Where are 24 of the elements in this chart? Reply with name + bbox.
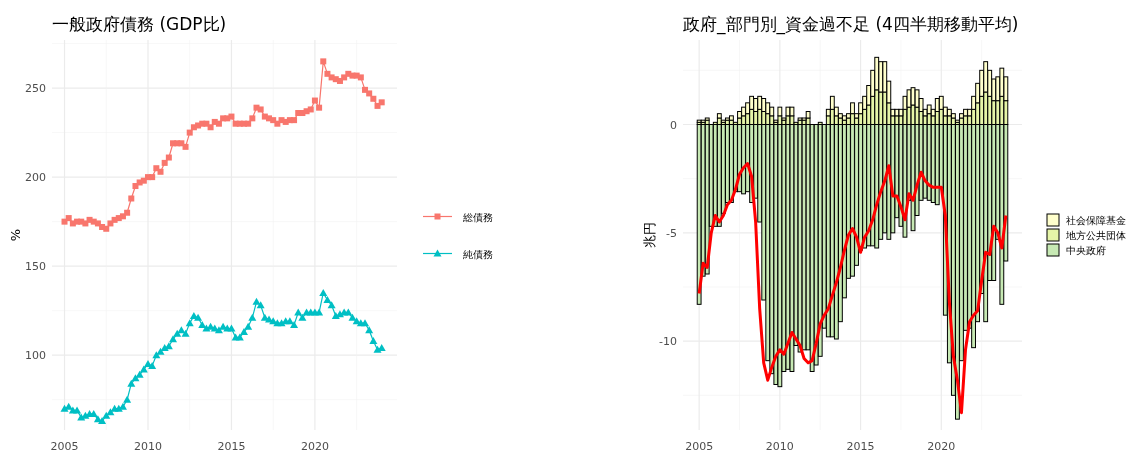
- y-tick-label: 150: [25, 260, 46, 274]
- legend-label: 純債務: [463, 248, 493, 260]
- x-tick-label: 2020: [300, 440, 329, 453]
- y-tick-label: 250: [25, 82, 46, 96]
- x-tick-label: 2005: [685, 440, 714, 453]
- y-tick-label: -5: [666, 226, 677, 240]
- chart-title: 政府_部門別_資金過不足 (4四半期移動平均): [683, 14, 1019, 35]
- legend-label: 社会保障基金: [1066, 215, 1126, 226]
- y-axis-title: 兆円: [642, 222, 657, 248]
- x-tick-label: 2015: [217, 440, 246, 453]
- x-tick-label: 2020: [927, 440, 956, 453]
- y-tick-label: 0: [670, 118, 677, 132]
- x-tick-label: 2005: [50, 440, 79, 453]
- legend-label: 中央政府: [1066, 245, 1106, 256]
- y-axis-title: %: [8, 228, 23, 242]
- legend-label: 総債務: [462, 211, 493, 223]
- chart-title: 一般政府債務 (GDP比): [52, 14, 227, 34]
- x-tick-label: 2015: [846, 440, 875, 453]
- x-tick-label: 2010: [765, 440, 794, 453]
- legend-label: 地方公共団体: [1065, 230, 1126, 241]
- x-tick-label: 2010: [133, 440, 162, 453]
- y-tick-label: 100: [25, 349, 46, 363]
- y-tick-label: 200: [25, 171, 46, 185]
- y-tick-label: -10: [659, 335, 677, 349]
